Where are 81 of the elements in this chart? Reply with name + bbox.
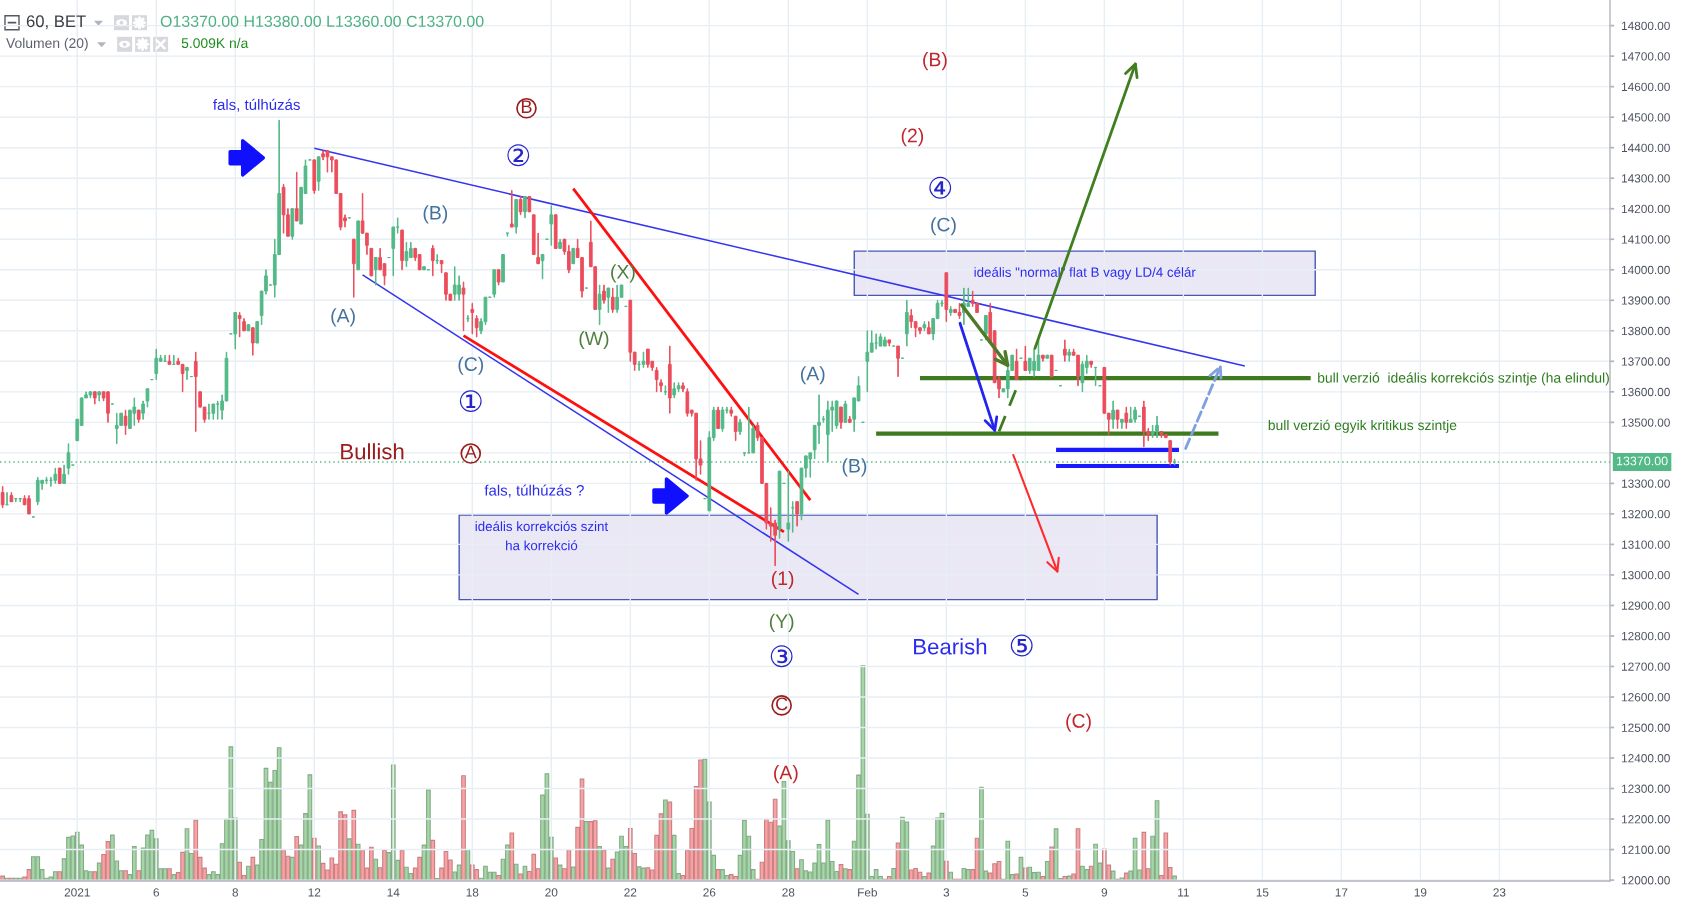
ref-line-label: 13370.00 [1616, 456, 1668, 466]
annotation: (B) [923, 52, 947, 71]
y-tick-label: 12500.00 [1622, 723, 1670, 732]
x-tick-label: 3 [943, 888, 950, 897]
annotation: (C) [931, 217, 956, 236]
y-tick-label: 14400.00 [1622, 143, 1670, 153]
x-tick-label: 14 [387, 888, 400, 897]
y-tick-label: 14100.00 [1622, 235, 1670, 244]
y-tick-label: 13600.00 [1622, 387, 1670, 397]
annotation: bull verzió egyik kritikus szintje [1268, 419, 1457, 433]
band-label: ideális korrekciós szint ha korrekció [475, 521, 609, 551]
x-tick-label: 20 [545, 888, 558, 897]
annotation: (Y) [769, 613, 794, 632]
y-tick-label: 12300.00 [1622, 784, 1670, 793]
y-tick-label: 13500.00 [1622, 418, 1670, 427]
x-tick-label: 22 [624, 888, 637, 897]
chart-title: Volumen (20) [6, 37, 88, 51]
x-tick-label: 15 [1256, 888, 1269, 897]
annotation: fals, túlhúzás ? [484, 484, 584, 498]
y-tick-label: 12700.00 [1622, 662, 1670, 671]
annotation: (X) [611, 264, 635, 283]
y-tick-label: 12900.00 [1622, 601, 1670, 610]
x-tick-label: 9 [1101, 888, 1108, 897]
x-tick-label: 11 [1178, 888, 1189, 897]
y-tick-label: 14500.00 [1622, 113, 1670, 122]
y-tick-label: 12000.00 [1622, 876, 1670, 885]
y-tick-label: 14600.00 [1622, 82, 1670, 92]
annotation: Bearish [914, 638, 987, 655]
y-tick-label: 13000.00 [1622, 570, 1670, 580]
annotation: fals, túlhúzás [213, 98, 300, 112]
x-tick-label: 12 [308, 888, 321, 897]
annotation: (B) [842, 458, 867, 477]
annotation: ② [507, 144, 530, 167]
x-tick-label: 19 [1414, 888, 1427, 897]
annotation: (1) [771, 570, 794, 590]
y-tick-label: 13300.00 [1622, 479, 1670, 488]
y-tick-label: 12100.00 [1622, 845, 1670, 854]
y-tick-label: 12600.00 [1622, 693, 1670, 702]
annotation: ④ [929, 176, 952, 199]
x-tick-label: 8 [232, 888, 239, 897]
x-tick-label: 5 [1022, 888, 1029, 897]
annotation: (C) [458, 356, 484, 375]
y-tick-label: 12800.00 [1622, 631, 1670, 641]
x-tick-label: 17 [1335, 888, 1348, 897]
annotation: (2) [901, 128, 924, 147]
y-tick-label: 13900.00 [1622, 296, 1670, 305]
text: 60, BET [26, 15, 86, 30]
annotation: B [521, 100, 532, 113]
annotation: (W) [579, 330, 609, 350]
y-tick-label: 12200.00 [1622, 815, 1670, 824]
x-tick-label: 28 [782, 888, 795, 897]
x-tick-label: 26 [703, 888, 716, 897]
y-tick-label: 14800.00 [1622, 21, 1670, 31]
text: O13370.00 H13380.00 L13360.00 C13370.00 [160, 15, 484, 27]
y-tick-label: 13100.00 [1622, 540, 1670, 549]
annotation: (A) [774, 765, 798, 784]
x-tick-label: 6 [153, 888, 160, 897]
x-tick-label: 23 [1493, 888, 1506, 897]
annotation: (A) [331, 308, 355, 327]
annotation: Bullish [341, 443, 404, 460]
x-tick-label: Feb [858, 887, 878, 897]
y-tick-label: 13800.00 [1622, 326, 1670, 336]
y-tick-label: 14700.00 [1622, 52, 1670, 61]
annotation: ③ [770, 645, 793, 668]
y-tick-label: 13200.00 [1622, 509, 1670, 519]
annotation: (A) [800, 366, 825, 385]
annotation: A [464, 445, 477, 459]
y-tick-label: 14000.00 [1622, 265, 1670, 275]
x-tick-label: 2021 [64, 888, 90, 897]
annotation: (B) [423, 205, 448, 224]
y-tick-label: 14200.00 [1622, 204, 1670, 214]
annotation: bull verzió ideális korrekciós szintje (ha elindul) [1318, 372, 1609, 386]
annotation: ⑤ [1010, 634, 1033, 657]
y-tick-label: 12400.00 [1622, 754, 1670, 763]
annotation: (C) [1066, 713, 1091, 732]
chart-subtitle: 5.009K n/a [181, 37, 249, 49]
x-tick-label: 18 [466, 888, 479, 897]
y-tick-label: 13700.00 [1622, 357, 1670, 366]
annotation: C [776, 697, 788, 711]
y-tick-label: 14300.00 [1622, 174, 1670, 183]
annotation: ① [459, 390, 482, 413]
